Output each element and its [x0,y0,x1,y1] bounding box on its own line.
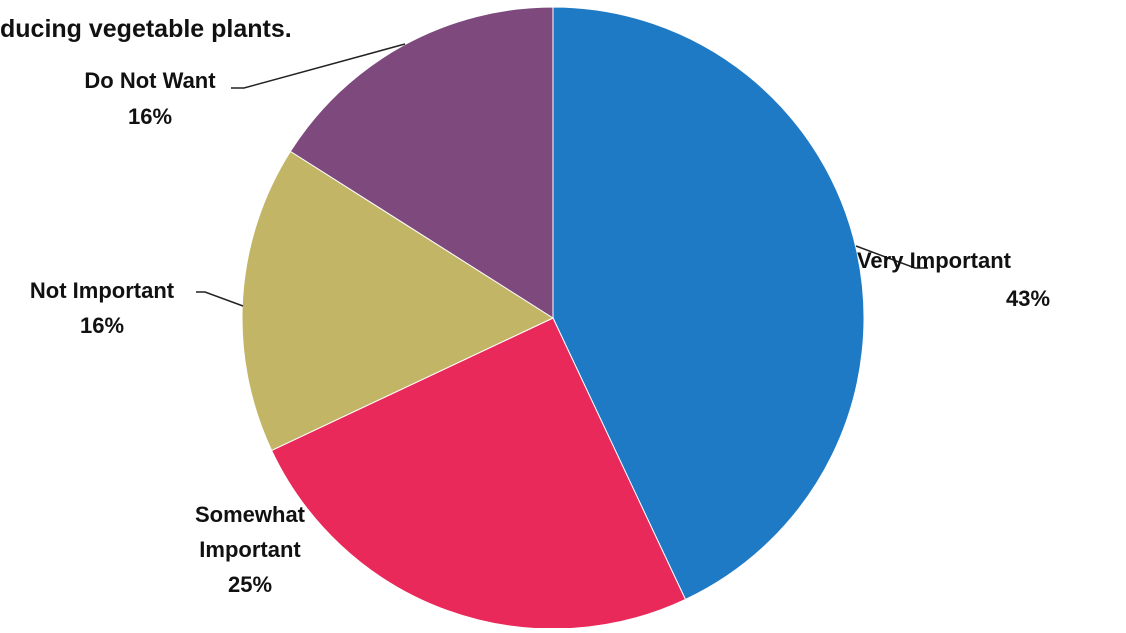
pie-slice-do-not-want [289,6,554,319]
pie-slice-very-important [552,6,865,601]
pie-slices [241,6,865,630]
leader-line [231,43,406,89]
leader-lines [196,43,928,307]
leader-line [196,291,244,307]
slice-labels: Very Important 43% Somewhat Important 25% Not… [30,68,1050,597]
slice-value-label: 43% [1006,286,1050,311]
pie-slice-not-important [241,150,555,452]
slice-value-label: 16% [128,104,172,129]
pie-slice-somewhat-important [270,317,687,630]
slice-category-label: Somewhat [195,502,306,527]
slice-category-label: Do Not Want [84,68,216,93]
title-cut-line [0,4,292,14]
slice-category-label: Important [199,537,301,562]
title-text: ducing vegetable plants. [0,15,292,43]
slice-value-label: 25% [228,572,272,597]
slice-category-label: Not Important [30,278,175,303]
chart-title-fragment: ducing vegetable plants. [0,4,292,44]
leader-line [855,245,928,269]
slice-category-label: Very Important [857,248,1012,273]
slice-value-label: 16% [80,313,124,338]
